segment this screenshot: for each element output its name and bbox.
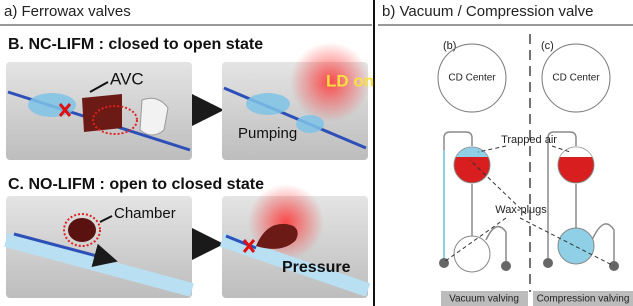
label: LD on: [326, 71, 374, 90]
leader: [478, 146, 506, 152]
wax-plug: [501, 261, 511, 271]
section-heading: B. NC-LIFM : closed to open state: [8, 36, 263, 53]
cd-center-label: CD Center: [552, 73, 600, 84]
wax: [68, 218, 96, 242]
image-panel: LD on Pumping: [222, 42, 374, 160]
label: Pumping: [238, 125, 297, 142]
label: Chamber: [114, 205, 176, 222]
section-heading: C. NO-LIFM : open to closed state: [8, 176, 264, 193]
panel-a-title: a) Ferrowax valves: [4, 3, 131, 20]
caption: Compression valving: [537, 294, 630, 305]
chamber: [454, 236, 490, 272]
image-panel: Chamber: [6, 196, 192, 298]
annotation: Trapped air: [501, 134, 557, 146]
wax-plug: [543, 258, 553, 268]
label: AVC: [110, 69, 144, 88]
tube: [592, 224, 614, 264]
wax: [82, 94, 122, 132]
image-panel: AVC: [6, 62, 192, 160]
chamber: [558, 228, 594, 264]
caption: Vacuum valving: [449, 294, 519, 305]
label: Pressure: [282, 259, 351, 276]
figure: a) Ferrowax valves B. NC-LIFM : closed t…: [0, 0, 633, 306]
column-tag: (c): [541, 40, 554, 52]
trapped-air: [560, 147, 592, 157]
fluid: [456, 147, 488, 157]
chamber: [246, 93, 290, 115]
image-panel: Pressure: [222, 184, 368, 298]
column-tag: (b): [443, 40, 456, 52]
valve-cavity: [140, 98, 168, 135]
chamber: [296, 115, 324, 133]
panel-b-title: b) Vacuum / Compression valve: [382, 3, 593, 20]
cd-center-label: CD Center: [448, 73, 496, 84]
annotation: Wax-plugs: [495, 204, 547, 216]
